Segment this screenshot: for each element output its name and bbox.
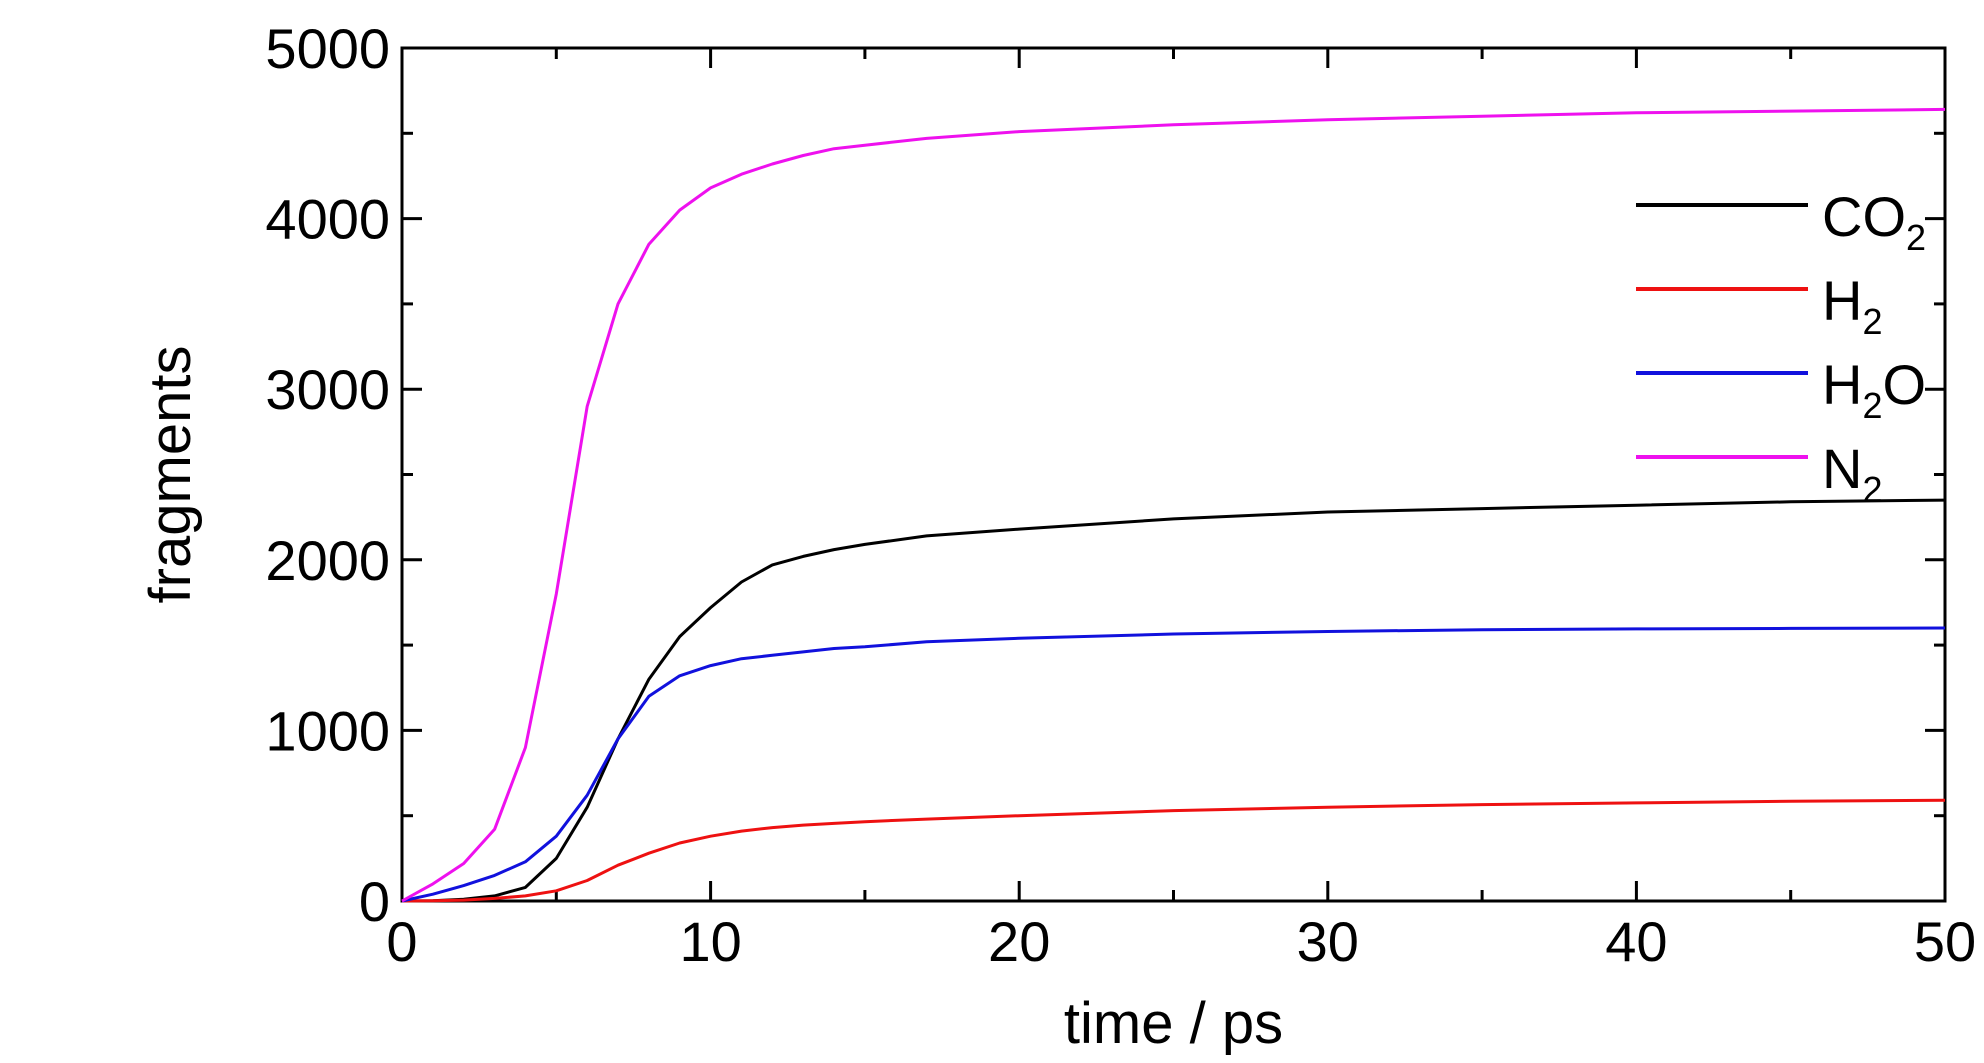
y-axis: 0 1000 2000 3000 4000 5000 [265, 17, 1945, 933]
legend: CO2 H2 H2O N2 [1636, 185, 1926, 510]
series-line-h2 [401, 798, 1946, 903]
y-tick-label: 5000 [265, 17, 390, 80]
x-tick-label: 20 [988, 910, 1050, 973]
y-tick-label: 4000 [265, 188, 390, 251]
x-tick-label: 10 [679, 910, 741, 973]
x-tick-label: 0 [386, 910, 417, 973]
y-tick-label: 2000 [265, 529, 390, 592]
y-axis-title: fragments [138, 346, 203, 604]
legend-label-co2: CO2 [1822, 185, 1926, 258]
y-tick-label: 1000 [265, 699, 390, 762]
series-line-h2o [401, 626, 1946, 903]
x-tick-label: 40 [1605, 910, 1667, 973]
series-lines [401, 107, 1946, 903]
x-axis: 0 10 20 30 40 50 [386, 48, 1976, 973]
x-axis-title: time / ps [1064, 991, 1283, 1056]
series-line-co2 [401, 498, 1946, 903]
legend-label-h2o: H2O [1822, 353, 1926, 426]
legend-label-n2: N2 [1822, 437, 1882, 510]
series-line-n2 [401, 107, 1946, 903]
plot-frame [400, 46, 1947, 903]
legend-label-h2: H2 [1822, 269, 1882, 342]
y-tick-label: 3000 [265, 358, 390, 421]
x-tick-label: 30 [1297, 910, 1359, 973]
x-tick-label: 50 [1914, 910, 1976, 973]
y-tick-label: 0 [359, 870, 390, 933]
